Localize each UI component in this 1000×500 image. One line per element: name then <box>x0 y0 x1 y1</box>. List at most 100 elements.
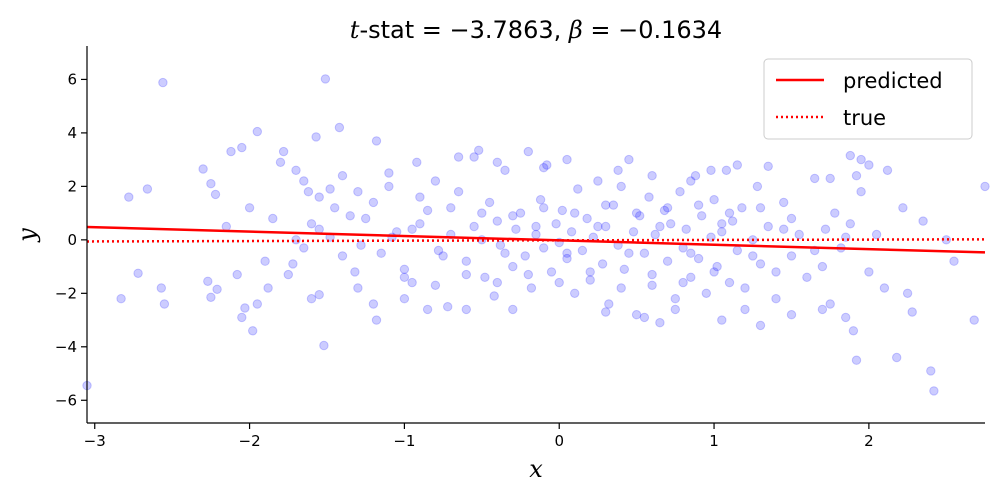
scatter-point <box>407 224 417 234</box>
scatter-point <box>655 318 665 328</box>
scatter-point <box>539 203 549 213</box>
scatter-point <box>712 261 722 272</box>
scatter-point <box>717 219 727 229</box>
scatter-point <box>446 203 456 213</box>
scatter-point <box>752 181 763 192</box>
x-tick-label: −1 <box>393 432 415 450</box>
scatter-point <box>848 326 859 336</box>
y-tick-label: −4 <box>55 338 77 356</box>
scatter-point <box>399 264 410 274</box>
scatter-point <box>577 245 588 256</box>
y-axis-ticks: −6 −4 −2 0 2 4 6 <box>55 70 87 409</box>
scatter-point <box>635 211 645 221</box>
scatter-point <box>531 229 541 240</box>
scatter-point <box>371 136 382 146</box>
scatter-point <box>531 221 541 232</box>
scatter-point <box>740 283 750 293</box>
scatter-point <box>303 187 314 197</box>
scatter-point <box>288 259 298 269</box>
scatter-point <box>624 154 634 165</box>
scatter-point <box>678 277 688 288</box>
scatter-point <box>593 221 603 232</box>
scatter-point <box>508 304 518 315</box>
scatter-point <box>918 216 928 226</box>
scatter-point <box>929 386 939 396</box>
scatter-point <box>732 160 742 170</box>
scatter-point <box>616 181 626 192</box>
scatter-point <box>755 203 766 213</box>
scatter-point <box>570 288 580 298</box>
scatter-point <box>142 184 153 194</box>
scatter-point <box>786 310 797 320</box>
scatter-point <box>368 299 379 309</box>
scatter-point <box>306 294 317 304</box>
scatter-point <box>856 154 866 165</box>
x-axis-ticks: −3 −2 −1 0 1 2 <box>84 423 874 450</box>
scatter-point <box>356 240 366 250</box>
scatter-point <box>670 304 680 315</box>
scatter-point <box>469 221 479 232</box>
scatter-point <box>299 176 309 186</box>
scatter-point <box>283 269 293 280</box>
scatter-point <box>252 299 262 309</box>
scatter-point <box>601 307 611 317</box>
scatter-point <box>526 283 537 293</box>
scatter-point <box>539 163 549 173</box>
scatter-point <box>337 251 348 261</box>
scatter-point <box>825 173 835 184</box>
scatter-point <box>438 251 448 261</box>
scatter-point <box>334 122 345 133</box>
scatter-point <box>345 211 355 221</box>
scatter-point <box>252 126 262 137</box>
scatter-point <box>399 272 410 282</box>
scatter-point <box>616 283 626 293</box>
scatter-point <box>717 227 727 237</box>
scatter-point <box>384 181 394 192</box>
scatter-point <box>557 205 567 216</box>
scatter-point <box>727 216 738 226</box>
scatter-point <box>350 267 360 277</box>
scatter-point <box>644 192 654 202</box>
scatter-point <box>523 269 533 280</box>
scatter-point <box>376 248 386 258</box>
scatter-point <box>659 205 670 216</box>
scatter-point <box>415 192 425 202</box>
scatter-point <box>619 264 629 274</box>
scatter-point <box>562 253 572 264</box>
scatter-point <box>203 276 213 286</box>
scatter-point <box>825 299 835 309</box>
predicted-line <box>86 225 986 254</box>
scatter-point <box>221 221 232 232</box>
scatter-point <box>601 221 611 232</box>
scatter-point <box>554 277 564 288</box>
x-tick-label: −2 <box>239 432 261 450</box>
scatter-point <box>299 243 309 253</box>
scatter-point <box>515 208 526 218</box>
scatter-point <box>681 224 691 234</box>
scatter-point <box>232 269 242 280</box>
scatter-point <box>226 146 236 157</box>
scatter-point <box>311 132 321 142</box>
scatter-point <box>368 197 379 208</box>
scatter-point <box>926 366 936 376</box>
legend: predicted true <box>763 58 973 140</box>
y-tick-label: −2 <box>55 284 77 302</box>
scatter-point <box>260 256 270 266</box>
scatter-point <box>755 320 766 331</box>
scatter-point <box>647 269 657 280</box>
scatter-point <box>263 283 273 293</box>
scatter-point <box>244 203 255 213</box>
scatter-point <box>371 315 382 325</box>
scatter-point <box>291 165 301 176</box>
y-tick-label: 0 <box>67 231 77 249</box>
x-tick-label: 1 <box>709 432 719 450</box>
scatter-point <box>779 224 789 234</box>
scatter-point <box>628 227 639 237</box>
scatter-point <box>879 283 890 293</box>
scatter-point <box>240 303 250 313</box>
scatter-point <box>278 146 289 157</box>
scatter-point <box>709 267 719 277</box>
scatter-point <box>306 219 317 229</box>
scatter-point <box>864 160 874 170</box>
